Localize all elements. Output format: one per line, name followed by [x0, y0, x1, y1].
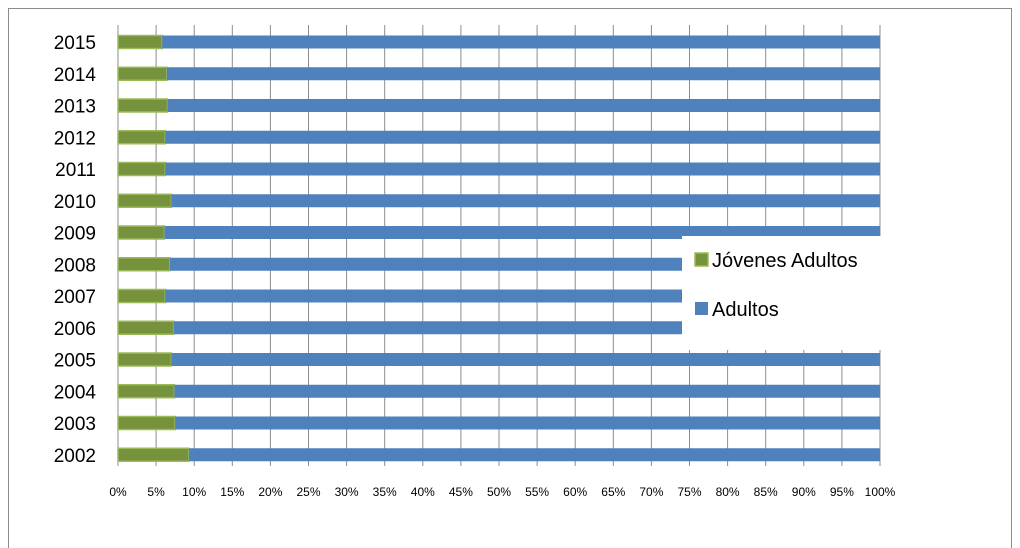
y-tick-label: 2014 — [54, 65, 97, 86]
bar-jovenes-adultos-2005 — [117, 352, 173, 367]
y-tick-label: 2005 — [54, 351, 96, 372]
bar-jovenes-adultos-2011 — [117, 161, 166, 177]
bar-jovenes-adultos-2002 — [117, 447, 190, 462]
y-tick-label: 2006 — [54, 319, 96, 340]
y-tick-label: 2004 — [54, 382, 97, 403]
legend-swatch-jovenes-adultos — [694, 252, 709, 267]
bar-adultos-2005 — [171, 353, 881, 366]
legend-swatch-adultos — [695, 302, 708, 315]
bar-jovenes-adultos-2009 — [117, 225, 166, 240]
x-tick-label: 95% — [830, 485, 854, 499]
y-tick-label: 2003 — [54, 414, 96, 435]
bar-jovenes-adultos-2007 — [117, 288, 166, 304]
x-tick-label: 50% — [487, 485, 511, 499]
x-tick-label: 35% — [373, 485, 397, 499]
bar-jovenes-adultos-2013 — [117, 98, 169, 113]
bar-adultos-2004 — [174, 384, 880, 398]
bar-jovenes-adultos-2004 — [117, 384, 176, 399]
y-tick-label: 2007 — [54, 287, 96, 308]
x-tick-label: 25% — [296, 485, 320, 499]
legend-background — [682, 236, 896, 350]
bar-adultos-2014 — [166, 67, 880, 81]
y-tick-label: 2008 — [54, 255, 96, 276]
x-tick-label: 100% — [865, 485, 896, 499]
bar-adultos-2003 — [175, 416, 880, 430]
bar-adultos-2015 — [162, 35, 881, 49]
x-tick-label: 75% — [677, 485, 701, 499]
y-tick-label: 2002 — [54, 446, 96, 467]
x-tick-label: 70% — [639, 485, 663, 499]
x-tick-label: 40% — [411, 485, 435, 499]
bar-adultos-2013 — [167, 99, 880, 112]
y-tick-label: 2015 — [54, 33, 96, 54]
bar-jovenes-adultos-2006 — [117, 320, 175, 335]
x-tick-label: 55% — [525, 485, 549, 499]
x-tick-label: 15% — [220, 485, 244, 499]
bars — [117, 34, 881, 462]
legend-label-adultos: Adultos — [712, 299, 779, 321]
legend: Jóvenes Adultos Adultos — [682, 236, 896, 350]
x-tick-label: 85% — [754, 485, 778, 499]
x-tick-label: 60% — [563, 485, 587, 499]
y-tick-label: 2009 — [54, 224, 96, 245]
bar-adultos-2012 — [165, 130, 880, 144]
bar-adultos-2010 — [171, 194, 881, 208]
bar-jovenes-adultos-2008 — [117, 257, 171, 272]
y-tick-label: 2012 — [54, 128, 96, 149]
chart-frame — [8, 8, 1012, 548]
bar-jovenes-adultos-2012 — [117, 130, 166, 145]
x-tick-label: 20% — [258, 485, 282, 499]
x-tick-label: 30% — [335, 485, 359, 499]
bar-jovenes-adultos-2014 — [117, 66, 168, 81]
bar-jovenes-adultos-2010 — [117, 193, 173, 208]
bar-adultos-2009 — [164, 226, 880, 239]
y-tick-label: 2011 — [55, 160, 96, 181]
bar-adultos-2011 — [165, 162, 880, 176]
x-axis-labels: 0% 5% 10% 15% 20% 25% 30% 35% 40% 45% 50% 55% 60% 65%… — [109, 485, 895, 499]
x-tick-label: 65% — [601, 485, 625, 499]
y-tick-label: 2010 — [54, 192, 96, 213]
x-tick-label: 0% — [109, 485, 127, 499]
bar-adultos-2002 — [188, 448, 881, 462]
y-tick-label: 2013 — [54, 97, 96, 118]
x-tick-label: 90% — [792, 485, 816, 499]
bar-jovenes-adultos-2015 — [117, 34, 163, 50]
y-axis-labels: 2002 2003 2004 2005 2006 2007 2008 2009 2010 2011… — [54, 33, 97, 467]
bar-jovenes-adultos-2003 — [117, 415, 176, 431]
x-tick-label: 5% — [147, 485, 165, 499]
x-tick-label: 45% — [449, 485, 473, 499]
legend-label-jovenes-adultos: Jóvenes Adultos — [712, 250, 858, 272]
x-tick-label: 10% — [182, 485, 206, 499]
x-tick-label: 80% — [716, 485, 740, 499]
